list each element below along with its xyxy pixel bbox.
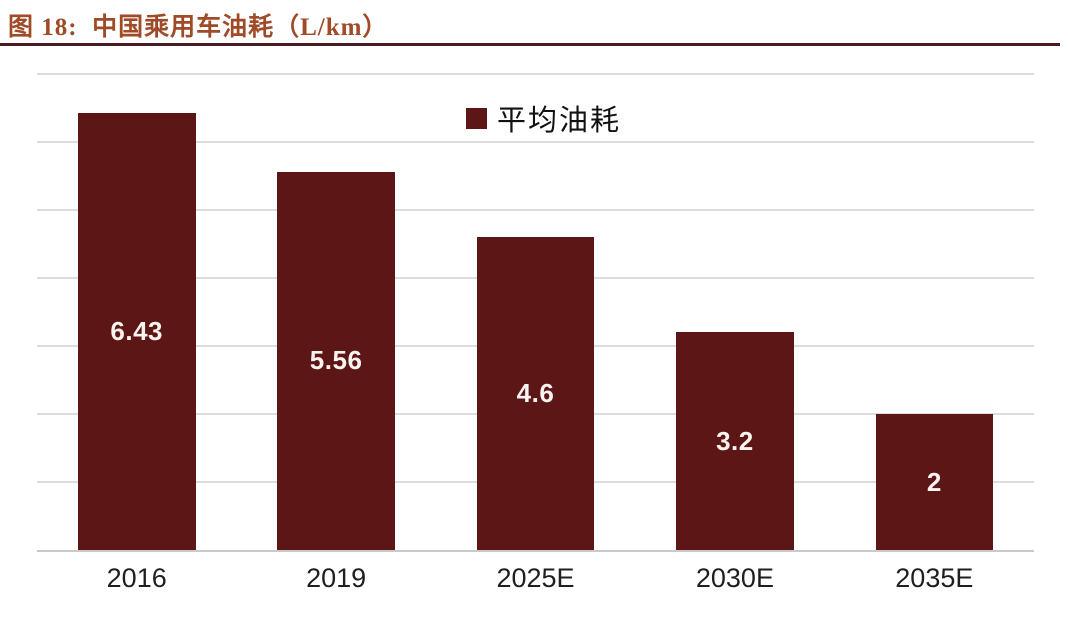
- bar-value-label: 4.6: [516, 378, 555, 409]
- gridline: [37, 73, 1034, 75]
- legend: 平均油耗: [466, 97, 621, 139]
- bar-value-label: 6.43: [110, 315, 163, 346]
- title-underline: [0, 43, 1060, 46]
- x-tick-label-2030E: 2030E: [695, 563, 774, 593]
- bar-2016: 6.43: [77, 112, 196, 550]
- bar-slot: 5.56: [236, 74, 435, 550]
- gridline: [37, 141, 1034, 143]
- x-tick-label-2019: 2019: [306, 563, 367, 593]
- x-tick-label-2025E: 2025E: [496, 563, 575, 593]
- bar-value-label: 2: [926, 466, 942, 497]
- bar-slot: 6.43: [37, 74, 236, 550]
- bar-value-label: 3.2: [716, 425, 754, 456]
- bar-2019: 5.56: [277, 171, 395, 550]
- legend-label: 平均油耗: [497, 105, 622, 137]
- bar-value-label: 5.56: [309, 345, 363, 376]
- x-tick-label-2035E: 2035E: [895, 563, 974, 593]
- bar-2030E: 3.2: [676, 332, 794, 550]
- bars-row: 6.43 5.56 4.6 3.2 2: [37, 74, 1034, 550]
- legend-swatch: [466, 107, 487, 129]
- gridline: [37, 209, 1034, 211]
- plot-area: 6.43 5.56 4.6 3.2 2: [37, 73, 1034, 552]
- x-tick-label-2016: 2016: [106, 563, 167, 593]
- x-axis-labels: 2016 2019 2025E 2030E 2035E: [37, 552, 1034, 594]
- bar-2025E: 4.6: [476, 237, 595, 550]
- bar-slot: 3.2: [635, 74, 834, 550]
- bar-slot: 4.6: [436, 74, 635, 550]
- bar-2035E: 2: [875, 414, 994, 550]
- figure-title: 图 18: 中国乘用车油耗（L/km）: [8, 14, 389, 41]
- bar-slot: 2: [835, 74, 1034, 550]
